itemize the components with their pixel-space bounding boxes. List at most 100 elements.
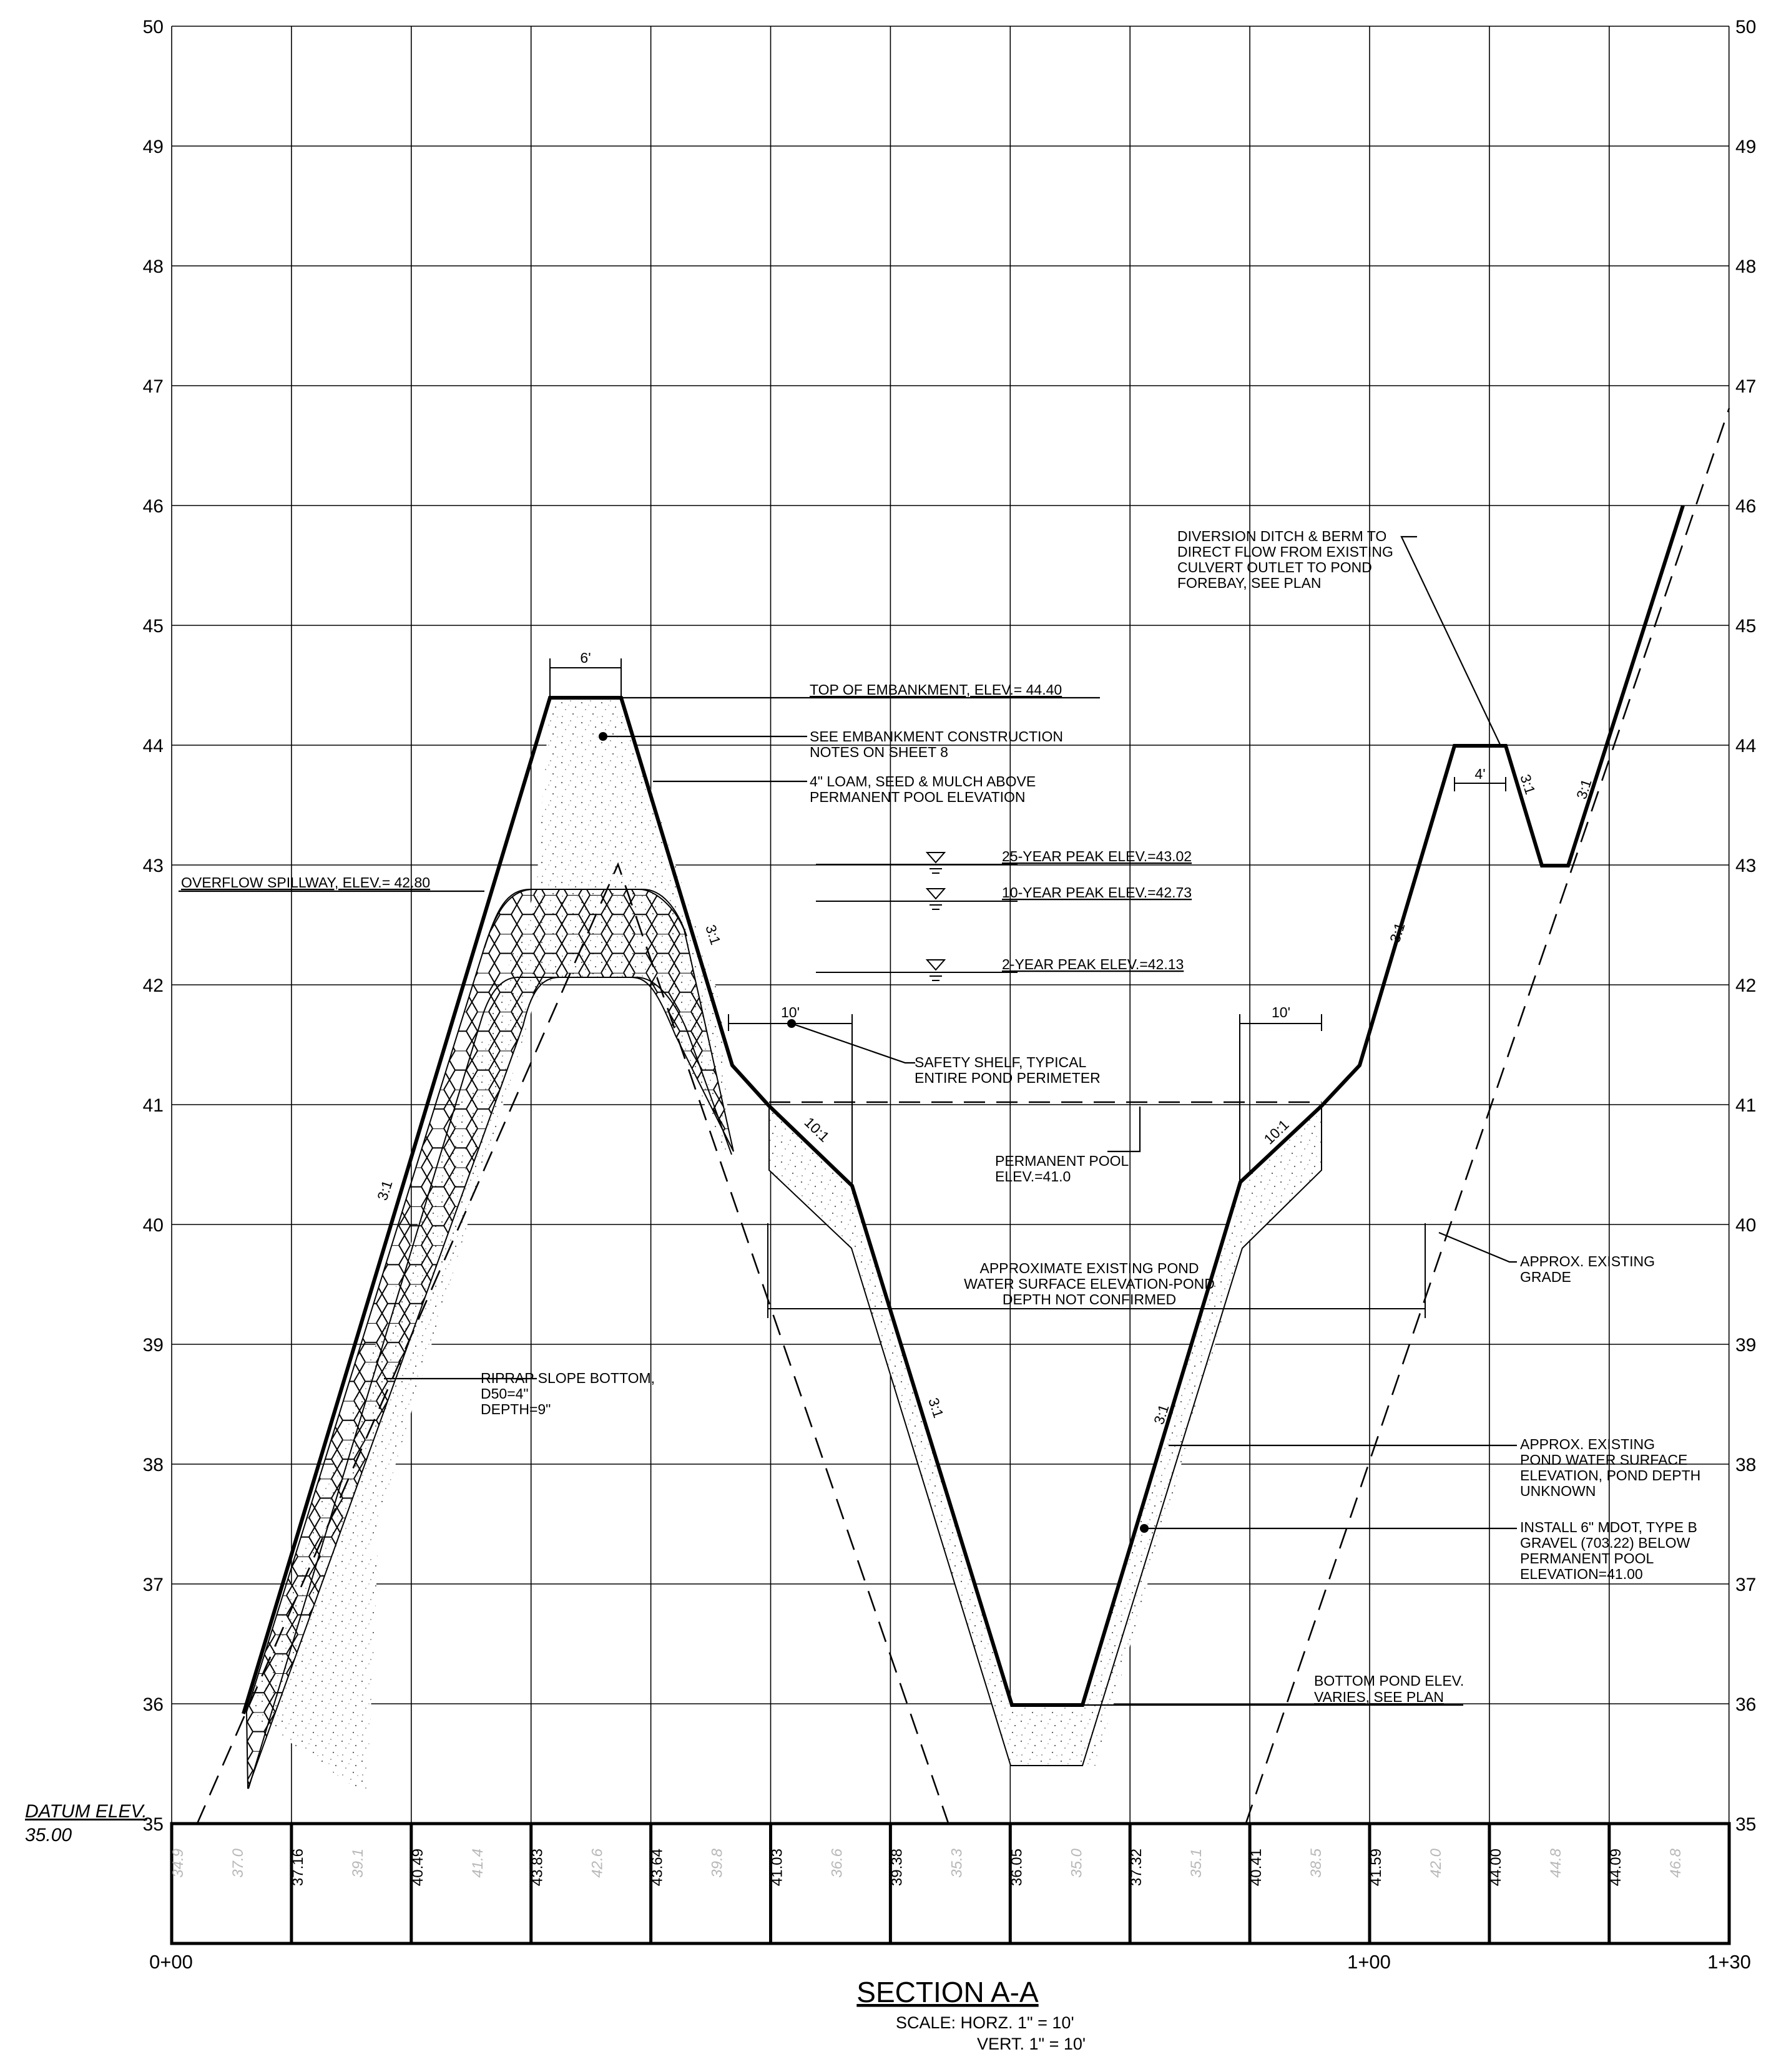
permanent-pool-line1: PERMANENT POOL <box>995 1153 1129 1169</box>
left-elevation-tick: 45 <box>143 616 164 637</box>
table-elevation-value: 37.32 <box>1128 1849 1145 1886</box>
existing-grade-line-right <box>1244 408 1730 1825</box>
left-elevation-tick: 43 <box>143 856 164 876</box>
existing-water-line1: APPROX. EXISTING <box>1520 1436 1655 1452</box>
left-elevation-tick: 42 <box>143 975 164 996</box>
loam-line2: PERMANENT POOL ELEVATION <box>810 789 1026 805</box>
right-elevation-tick: 46 <box>1735 496 1756 517</box>
left-elevation-tick: 44 <box>143 736 164 756</box>
peak-25-label: 25-YEAR PEAK ELEV.=43.02 <box>1002 848 1192 864</box>
right-elevation-tick: 35 <box>1735 1814 1756 1835</box>
gravel-line1: INSTALL 6" MDOT, TYPE B <box>1520 1519 1697 1535</box>
approx-surface-line2: WATER SURFACE ELEVATION-POND <box>964 1276 1215 1292</box>
table-elevation-value: 39.8 <box>709 1848 726 1877</box>
table-elevation-value: 43.83 <box>529 1849 546 1886</box>
left-elevation-tick: 39 <box>143 1335 164 1356</box>
table-elevation-value: 35.0 <box>1068 1848 1085 1877</box>
datum-value: 35.00 <box>25 1825 72 1845</box>
existing-grade-line <box>195 862 950 1825</box>
annotations: 6' TOP OF EMBANKMENT, ELEV.= 44.40 SEE E… <box>181 528 1700 1705</box>
right-elevation-tick: 44 <box>1735 736 1756 756</box>
approx-surface-line3: DEPTH NOT CONFIRMED <box>1003 1291 1176 1307</box>
diversion-line4: FOREBAY, SEE PLAN <box>1177 575 1322 591</box>
table-elevation-value: 35.1 <box>1188 1849 1205 1878</box>
diversion-line1: DIVERSION DITCH & BERM TO <box>1177 528 1386 544</box>
existing-water-line2: POND WATER SURFACE <box>1520 1452 1687 1468</box>
slope-label-left: 3:1 <box>374 1178 396 1202</box>
safety-shelf-line2: ENTIRE POND PERIMETER <box>915 1070 1101 1086</box>
table-elevation-value: 35.3 <box>948 1848 965 1877</box>
table-elevation-value: 44.00 <box>1488 1849 1504 1886</box>
peak-elevation-markers <box>816 852 1018 981</box>
gravel-line4: ELEVATION=41.00 <box>1520 1566 1643 1582</box>
left-elevation-tick: 46 <box>143 496 164 517</box>
scale-line-1: SCALE: HORZ. 1" = 10' <box>896 2013 1074 2032</box>
riprap-outer-line <box>484 889 687 949</box>
right-elevation-tick: 40 <box>1735 1215 1756 1236</box>
table-elevation-value: 37.0 <box>230 1848 247 1877</box>
dimension-lines <box>549 658 1506 1318</box>
top-embankment-label: TOP OF EMBANKMENT, ELEV.= 44.40 <box>810 682 1062 698</box>
slope-label-berm-outer: 3:1 <box>1386 921 1408 944</box>
shelf-right-width: 10' <box>1272 1004 1290 1020</box>
table-elevation-value: 43.64 <box>649 1849 666 1886</box>
left-elevation-tick: 47 <box>143 376 164 397</box>
table-elevation-value: 36.05 <box>1008 1849 1025 1886</box>
right-elevation-tick: 37 <box>1735 1575 1756 1595</box>
station-0-00: 0+00 <box>149 1951 193 1973</box>
riprap-line1: RIPRAP SLOPE BOTTOM, <box>481 1370 655 1386</box>
riprap-line3: DEPTH=9" <box>481 1401 551 1417</box>
bottom-pond-line2: VARIES, SEE PLAN <box>1314 1689 1444 1705</box>
slope-label-inner: 3:1 <box>702 923 724 947</box>
slope-label-pond-left: 3:1 <box>925 1396 947 1420</box>
right-elevation-tick: 38 <box>1735 1455 1756 1475</box>
right-elevation-axis: 50 49 48 47 46 45 44 43 42 41 40 39 38 37 36 35 <box>1735 17 1756 1835</box>
safety-shelf-line1: SAFETY SHELF, TYPICAL <box>915 1054 1086 1070</box>
bottom-pond-line1: BOTTOM POND ELEV. <box>1314 1673 1464 1689</box>
peak-10-label: 10-YEAR PEAK ELEV.=42.73 <box>1002 884 1192 901</box>
peak-2-label: 2-YEAR PEAK ELEV.=42.13 <box>1002 956 1184 972</box>
loam-line1: 4" LOAM, SEED & MULCH ABOVE <box>810 773 1036 789</box>
layer-bottom-line <box>768 1106 1322 1766</box>
station-1-30: 1+30 <box>1707 1951 1751 1973</box>
left-elevation-tick: 38 <box>143 1455 164 1475</box>
table-elevation-value: 44.8 <box>1548 1848 1564 1877</box>
table-elevation-value: 40.49 <box>410 1849 426 1886</box>
right-elevation-tick: 50 <box>1735 17 1756 37</box>
shelf-left-width: 10' <box>781 1004 800 1020</box>
table-elevation-value: 41.59 <box>1368 1849 1385 1886</box>
permanent-pool-line2: ELEV.=41.0 <box>995 1168 1071 1185</box>
riprap-line2: D50=4" <box>481 1385 529 1402</box>
embankment-fill <box>245 698 734 1796</box>
embankment-core-line <box>248 977 732 1789</box>
gravel-line2: GRAVEL (703.22) BELOW <box>1520 1535 1690 1551</box>
station-1-00: 1+00 <box>1347 1951 1391 1973</box>
top-width-label: 6' <box>580 650 591 666</box>
station-data-table: 34.9 37.0 37.16 39.1 40.49 41.4 43.83 42.6 43.64… <box>170 1822 1731 1945</box>
existing-grade-line2: GRADE <box>1520 1269 1571 1285</box>
existing-grade-line1: APPROX. EXISTING <box>1520 1253 1655 1269</box>
left-elevation-tick: 36 <box>143 1694 164 1715</box>
left-elevation-tick: 37 <box>143 1575 164 1595</box>
table-elevation-value: 42.6 <box>589 1848 606 1877</box>
table-elevation-value: 46.8 <box>1667 1848 1684 1877</box>
table-elevation-value: 42.0 <box>1428 1848 1445 1877</box>
scale-line-2: VERT. 1" = 10' <box>977 2035 1086 2053</box>
right-elevation-tick: 41 <box>1735 1095 1756 1116</box>
right-elevation-tick: 36 <box>1735 1694 1756 1715</box>
section-title: SECTION A-A <box>856 1976 1039 2008</box>
proposed-grade-line <box>242 505 1685 1714</box>
existing-water-line3: ELEVATION, POND DEPTH <box>1520 1467 1700 1483</box>
right-elevation-tick: 42 <box>1735 975 1756 996</box>
berm-width-label: 4' <box>1474 766 1485 782</box>
loam-and-gravel-layers <box>769 1106 1322 1766</box>
overflow-label: OVERFLOW SPILLWAY, ELEV.= 42.80 <box>181 874 430 891</box>
left-elevation-tick: 48 <box>143 257 164 277</box>
table-elevation-value: 34.9 <box>170 1849 187 1878</box>
left-elevation-tick: 50 <box>143 17 164 37</box>
left-elevation-tick: 35 <box>143 1814 164 1835</box>
right-elevation-tick: 49 <box>1735 137 1756 157</box>
table-elevation-value: 41.03 <box>769 1849 786 1886</box>
right-elevation-tick: 39 <box>1735 1335 1756 1356</box>
